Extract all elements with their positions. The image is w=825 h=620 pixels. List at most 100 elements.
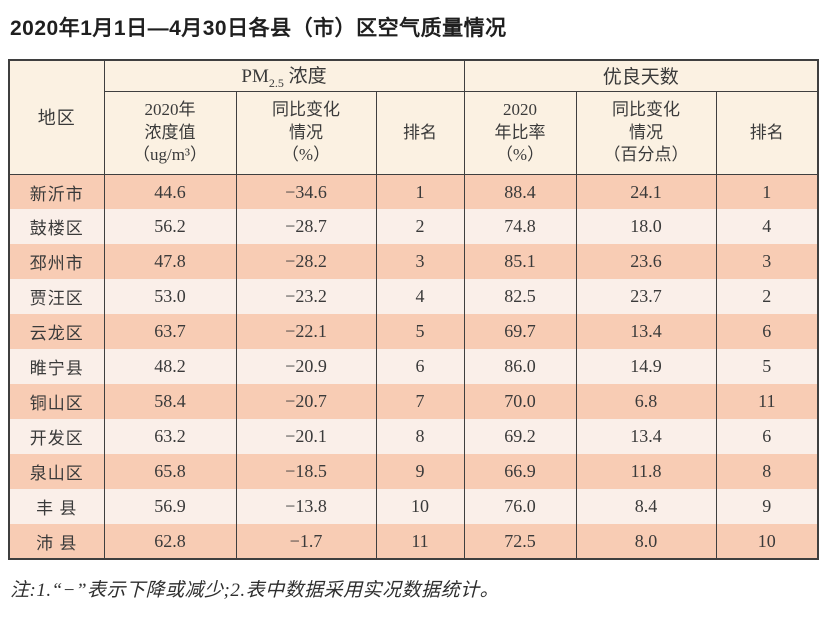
good-rate-cell: 88.4 (463, 174, 577, 210)
header-group-row: 地区 PM2.5 浓度 优良天数 (8, 60, 819, 175)
good-rank-cell: 1 (715, 174, 819, 210)
good-rank-cell: 3 (715, 244, 819, 280)
good-rank-cell: 5 (715, 349, 819, 385)
table-row: 沛 县 62.8 −1.7 11 72.5 8.0 10 (8, 524, 819, 560)
region-cell: 鼓楼区 (8, 209, 105, 245)
pm-change-cell: −28.7 (235, 209, 377, 245)
region-cell: 开发区 (8, 419, 105, 455)
good-rate-cell: 69.7 (463, 314, 577, 350)
good-change-cell: 23.6 (575, 244, 717, 280)
region-cell: 邳州市 (8, 244, 105, 280)
good-change-cell: 24.1 (575, 174, 717, 210)
header-pm25-group: PM2.5 浓度 (103, 60, 465, 92)
header-region: 地区 (8, 60, 105, 175)
pm-change-cell: −18.5 (235, 454, 377, 490)
good-change-cell: 6.8 (575, 384, 717, 420)
good-change-cell: 8.4 (575, 489, 717, 525)
header-good-rate: 2020 年比率 （%） (463, 91, 577, 175)
region-cell: 丰 县 (8, 489, 105, 525)
table-row: 云龙区 63.7 −22.1 5 69.7 13.4 6 (8, 314, 819, 350)
pm-rank-cell: 9 (375, 454, 465, 490)
pm-value-cell: 65.8 (103, 454, 237, 490)
table-row: 贾汪区 53.0 −23.2 4 82.5 23.7 2 (8, 279, 819, 315)
header-pm-value: 2020年 浓度值 （ug/m³） (103, 91, 237, 175)
pm-change-cell: −22.1 (235, 314, 377, 350)
good-change-cell: 14.9 (575, 349, 717, 385)
pm-value-cell: 44.6 (103, 174, 237, 210)
pm-value-cell: 63.2 (103, 419, 237, 455)
good-change-cell: 18.0 (575, 209, 717, 245)
table-row: 睢宁县 48.2 −20.9 6 86.0 14.9 5 (8, 349, 819, 385)
region-cell: 沛 县 (8, 524, 105, 560)
pm25-label-suffix: 浓度 (283, 66, 327, 87)
good-rank-cell: 6 (715, 419, 819, 455)
table-row: 丰 县 56.9 −13.8 10 76.0 8.4 9 (8, 489, 819, 525)
pm-rank-cell: 8 (375, 419, 465, 455)
good-rate-cell: 76.0 (463, 489, 577, 525)
good-rank-cell: 6 (715, 314, 819, 350)
good-rank-cell: 11 (715, 384, 819, 420)
table-row: 铜山区 58.4 −20.7 7 70.0 6.8 11 (8, 384, 819, 420)
region-cell: 泉山区 (8, 454, 105, 490)
pm-value-cell: 56.2 (103, 209, 237, 245)
good-rate-cell: 66.9 (463, 454, 577, 490)
region-cell: 铜山区 (8, 384, 105, 420)
good-change-cell: 13.4 (575, 419, 717, 455)
table-row: 鼓楼区 56.2 −28.7 2 74.8 18.0 4 (8, 209, 819, 245)
good-change-cell: 11.8 (575, 454, 717, 490)
header-sub-row: 2020年 浓度值 （ug/m³） 同比变化 情况 （%） 排名 2020 年比… (9, 91, 819, 175)
pm-change-cell: −23.2 (235, 279, 377, 315)
pm-change-cell: −20.7 (235, 384, 377, 420)
pm-value-cell: 56.9 (103, 489, 237, 525)
table-row: 新沂市 44.6 −34.6 1 88.4 24.1 1 (8, 174, 819, 210)
pm-rank-cell: 10 (375, 489, 465, 525)
header-good-change: 同比变化 情况 （百分点） (575, 91, 717, 175)
pm-value-cell: 48.2 (103, 349, 237, 385)
header-pm-rank: 排名 (375, 91, 465, 175)
good-rank-cell: 10 (715, 524, 819, 560)
good-rate-cell: 74.8 (463, 209, 577, 245)
air-quality-table: 地区 PM2.5 浓度 优良天数 2020年 浓度值 （ug/m³） 同比变化 … (8, 59, 820, 561)
header-pm-change: 同比变化 情况 （%） (235, 91, 377, 175)
good-rate-cell: 82.5 (463, 279, 577, 315)
good-rate-cell: 70.0 (463, 384, 577, 420)
page: 2020年1月1日—4月30日各县（市）区空气质量情况 地区 PM2.5 浓度 … (8, 17, 820, 601)
good-rate-cell: 69.2 (463, 419, 577, 455)
pm-change-cell: −34.6 (235, 174, 377, 210)
pm-rank-cell: 3 (375, 244, 465, 280)
pm-change-cell: −20.9 (235, 349, 377, 385)
good-rank-cell: 2 (715, 279, 819, 315)
region-cell: 睢宁县 (8, 349, 105, 385)
table-row: 开发区 63.2 −20.1 8 69.2 13.4 6 (8, 419, 819, 455)
pm-rank-cell: 7 (375, 384, 465, 420)
pm25-label-subscript: 2.5 (268, 75, 284, 90)
pm-change-cell: −1.7 (235, 524, 377, 560)
table-row: 邳州市 47.8 −28.2 3 85.1 23.6 3 (8, 244, 819, 280)
table-body: 新沂市 44.6 −34.6 1 88.4 24.1 1 鼓楼区 56.2 −28.7 2 74.8 1… (8, 174, 819, 560)
good-rate-cell: 85.1 (463, 244, 577, 280)
region-cell: 新沂市 (8, 174, 105, 210)
good-change-cell: 23.7 (575, 279, 717, 315)
pm-value-cell: 63.7 (103, 314, 237, 350)
pm-rank-cell: 5 (375, 314, 465, 350)
good-rate-cell: 72.5 (463, 524, 577, 560)
good-rank-cell: 8 (715, 454, 819, 490)
pm-rank-cell: 2 (375, 209, 465, 245)
table-header: 地区 PM2.5 浓度 优良天数 2020年 浓度值 （ug/m³） 同比变化 … (8, 60, 819, 175)
pm-rank-cell: 11 (375, 524, 465, 560)
pm-rank-cell: 6 (375, 349, 465, 385)
pm-rank-cell: 1 (375, 174, 465, 210)
pm-value-cell: 53.0 (103, 279, 237, 315)
good-change-cell: 8.0 (575, 524, 717, 560)
pm-rank-cell: 4 (375, 279, 465, 315)
pm-change-cell: −28.2 (235, 244, 377, 280)
pm-value-cell: 62.8 (103, 524, 237, 560)
pm-value-cell: 58.4 (103, 384, 237, 420)
region-cell: 云龙区 (8, 314, 105, 350)
pm-change-cell: −20.1 (235, 419, 377, 455)
region-cell: 贾汪区 (8, 279, 105, 315)
pm25-label-prefix: PM (241, 66, 269, 87)
page-title: 2020年1月1日—4月30日各县（市）区空气质量情况 (10, 17, 507, 40)
good-rank-cell: 4 (715, 209, 819, 245)
good-change-cell: 13.4 (575, 314, 717, 350)
